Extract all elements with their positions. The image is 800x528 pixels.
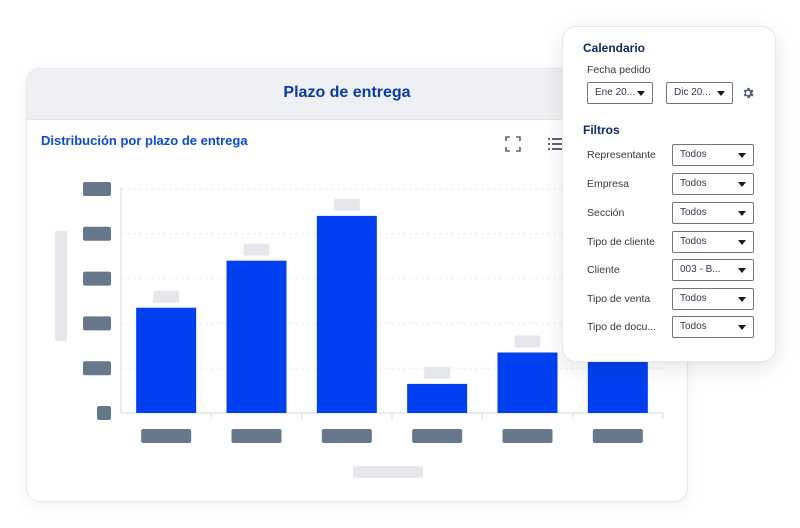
expand-icon[interactable] xyxy=(505,136,521,152)
card-title: Plazo de entrega xyxy=(283,84,411,101)
data-label-placeholder xyxy=(243,243,270,256)
gear-icon[interactable] xyxy=(741,86,755,100)
filter-value: Todos xyxy=(680,236,707,247)
bar xyxy=(316,215,377,413)
bar xyxy=(587,354,648,413)
filter-select-tipo-venta[interactable]: Todos xyxy=(672,288,754,310)
y-tick-label-placeholder xyxy=(83,226,111,241)
date-label: Fecha pedido xyxy=(587,64,651,76)
data-label-placeholder xyxy=(424,366,451,379)
bar xyxy=(407,383,468,413)
y-tick-label-placeholder xyxy=(97,406,111,420)
chart-title: Distribución por plazo de entrega xyxy=(41,133,248,148)
bar xyxy=(497,352,558,413)
y-tick-label-placeholder xyxy=(83,361,111,376)
chevron-down-icon xyxy=(738,153,746,158)
filter-select-empresa[interactable]: Todos xyxy=(672,173,754,195)
data-label-placeholder xyxy=(153,290,180,303)
y-axis-title-placeholder xyxy=(55,231,67,341)
chevron-down-icon xyxy=(738,182,746,187)
x-tick-label-placeholder xyxy=(231,429,282,443)
filter-value: Todos xyxy=(680,178,707,189)
chevron-down-icon xyxy=(738,297,746,302)
date-to-select[interactable]: Dic 20... xyxy=(666,82,733,104)
bar xyxy=(136,307,197,413)
filter-panel: Calendario Fecha pedido Ene 20... Dic 20… xyxy=(562,26,776,362)
chevron-down-icon xyxy=(738,211,746,216)
filter-select-tipo-cliente[interactable]: Todos xyxy=(672,231,754,253)
y-tick-label-placeholder xyxy=(83,182,111,196)
list-icon[interactable] xyxy=(548,137,564,151)
filter-label-empresa: Empresa xyxy=(587,178,630,190)
filter-label-representante: Representante xyxy=(587,149,656,161)
chevron-down-icon xyxy=(738,240,746,245)
x-axis-title-placeholder xyxy=(353,466,423,478)
x-tick-label-placeholder xyxy=(321,429,372,443)
filters-title: Filtros xyxy=(583,123,620,137)
filter-label-cliente: Cliente xyxy=(587,264,620,276)
chevron-down-icon xyxy=(637,91,645,96)
bar-chart xyxy=(55,182,664,478)
x-tick-label-placeholder xyxy=(141,429,192,443)
filter-select-representante[interactable]: Todos xyxy=(672,144,754,166)
x-tick-label-placeholder xyxy=(592,429,643,443)
filter-value: Todos xyxy=(680,149,707,160)
bar xyxy=(226,260,287,413)
data-label-placeholder xyxy=(333,198,360,211)
filter-select-seccion[interactable]: Todos xyxy=(672,202,754,224)
y-tick-label-placeholder xyxy=(83,271,111,286)
calendar-title: Calendario xyxy=(583,41,646,55)
filter-label-seccion: Sección xyxy=(587,207,625,219)
y-tick-label-placeholder xyxy=(83,316,111,331)
chevron-down-icon xyxy=(738,325,746,330)
x-tick-label-placeholder xyxy=(412,429,463,443)
filter-value: Todos xyxy=(680,293,707,304)
filter-select-tipo-documento[interactable]: Todos xyxy=(672,316,754,338)
date-from-value: Ene 20... xyxy=(595,87,636,98)
filter-label-tipo-documento: Tipo de docu... xyxy=(587,321,657,333)
x-tick-label-placeholder xyxy=(502,429,553,443)
filter-value: 003 - B... xyxy=(680,264,721,275)
chevron-down-icon xyxy=(717,91,725,96)
date-from-select[interactable]: Ene 20... xyxy=(587,82,653,104)
date-to-value: Dic 20... xyxy=(674,87,711,98)
filter-label-tipo-cliente: Tipo de cliente xyxy=(587,236,655,248)
filter-value: Todos xyxy=(680,207,707,218)
filter-select-cliente[interactable]: 003 - B... xyxy=(672,259,754,281)
filter-value: Todos xyxy=(680,321,707,332)
filter-label-tipo-venta: Tipo de venta xyxy=(587,293,651,305)
chevron-down-icon xyxy=(738,268,746,273)
data-label-placeholder xyxy=(514,335,541,348)
